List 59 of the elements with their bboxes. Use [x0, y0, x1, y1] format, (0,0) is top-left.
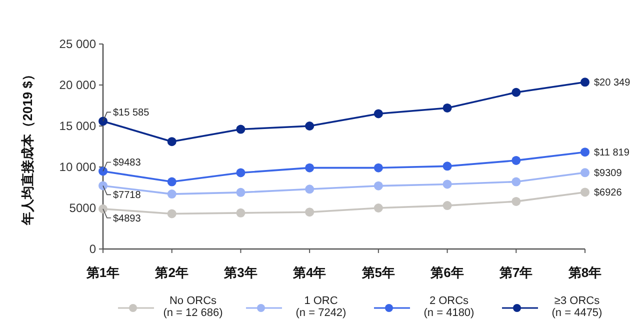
point	[305, 208, 314, 217]
point	[167, 137, 176, 146]
legend-label: 2 ORCs (n = 4180)	[424, 295, 474, 319]
point	[580, 168, 590, 178]
point	[374, 109, 383, 118]
data-label: $9483	[113, 158, 142, 169]
x-tick-label: 第5年	[360, 265, 396, 280]
point	[512, 88, 521, 97]
x-tick-label: 第6年	[430, 265, 464, 280]
legend-label: ≥3 ORCs (n = 4475)	[552, 295, 602, 319]
point	[236, 188, 246, 197]
data-label: $20 349	[594, 78, 631, 89]
point	[98, 116, 108, 126]
point	[512, 177, 521, 186]
x-tick-label: 第7年	[498, 265, 533, 280]
point	[98, 181, 108, 190]
point	[167, 177, 176, 186]
legend-label: 1 ORC (n = 7242)	[296, 295, 346, 319]
data-label: $4893	[113, 213, 142, 224]
point	[236, 124, 246, 134]
point	[236, 168, 246, 178]
y-axis-title: 年人均直接成本（2019 $）	[20, 68, 35, 226]
point	[512, 156, 521, 165]
point	[580, 148, 590, 157]
y-tick-label: 20 000	[59, 78, 96, 92]
data-label: $9309	[594, 168, 622, 180]
x-tick-label: 第2年	[154, 265, 188, 280]
point	[512, 196, 521, 206]
point	[374, 181, 383, 190]
data-label: $15 585	[113, 108, 150, 119]
point	[442, 180, 452, 189]
x-tick-label: 第1年	[85, 265, 120, 280]
x-tick-label: 第4年	[292, 265, 326, 280]
point	[580, 188, 590, 197]
data-label: $7718	[113, 190, 142, 202]
point	[442, 162, 452, 171]
y-tick-label: 5000	[69, 201, 96, 216]
point	[305, 122, 314, 130]
legend-label: No ORCs (n = 12 686)	[163, 295, 223, 319]
x-tick-label: 第3年	[223, 265, 258, 280]
point	[305, 184, 314, 194]
point	[167, 209, 176, 218]
point	[374, 204, 383, 212]
data-label: $11 819	[594, 148, 630, 159]
point	[167, 190, 176, 199]
y-tick-label: 10 000	[59, 160, 96, 174]
y-tick-label: 25 000	[59, 37, 96, 52]
point	[305, 163, 314, 172]
x-tick-label: 第8年	[567, 265, 602, 280]
point	[442, 103, 452, 112]
y-tick-label: 15 000	[59, 119, 96, 134]
point	[442, 201, 452, 210]
y-tick-label: 0	[89, 242, 96, 256]
point	[236, 208, 246, 218]
data-label: $6926	[594, 188, 622, 199]
point	[98, 166, 108, 176]
point	[580, 78, 590, 87]
point	[98, 204, 108, 214]
point	[374, 163, 383, 172]
